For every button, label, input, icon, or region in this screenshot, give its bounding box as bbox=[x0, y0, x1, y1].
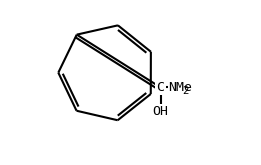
Text: 2: 2 bbox=[182, 86, 188, 96]
Text: C: C bbox=[157, 81, 164, 94]
Text: OH: OH bbox=[152, 105, 169, 118]
Text: NMe: NMe bbox=[169, 81, 193, 94]
